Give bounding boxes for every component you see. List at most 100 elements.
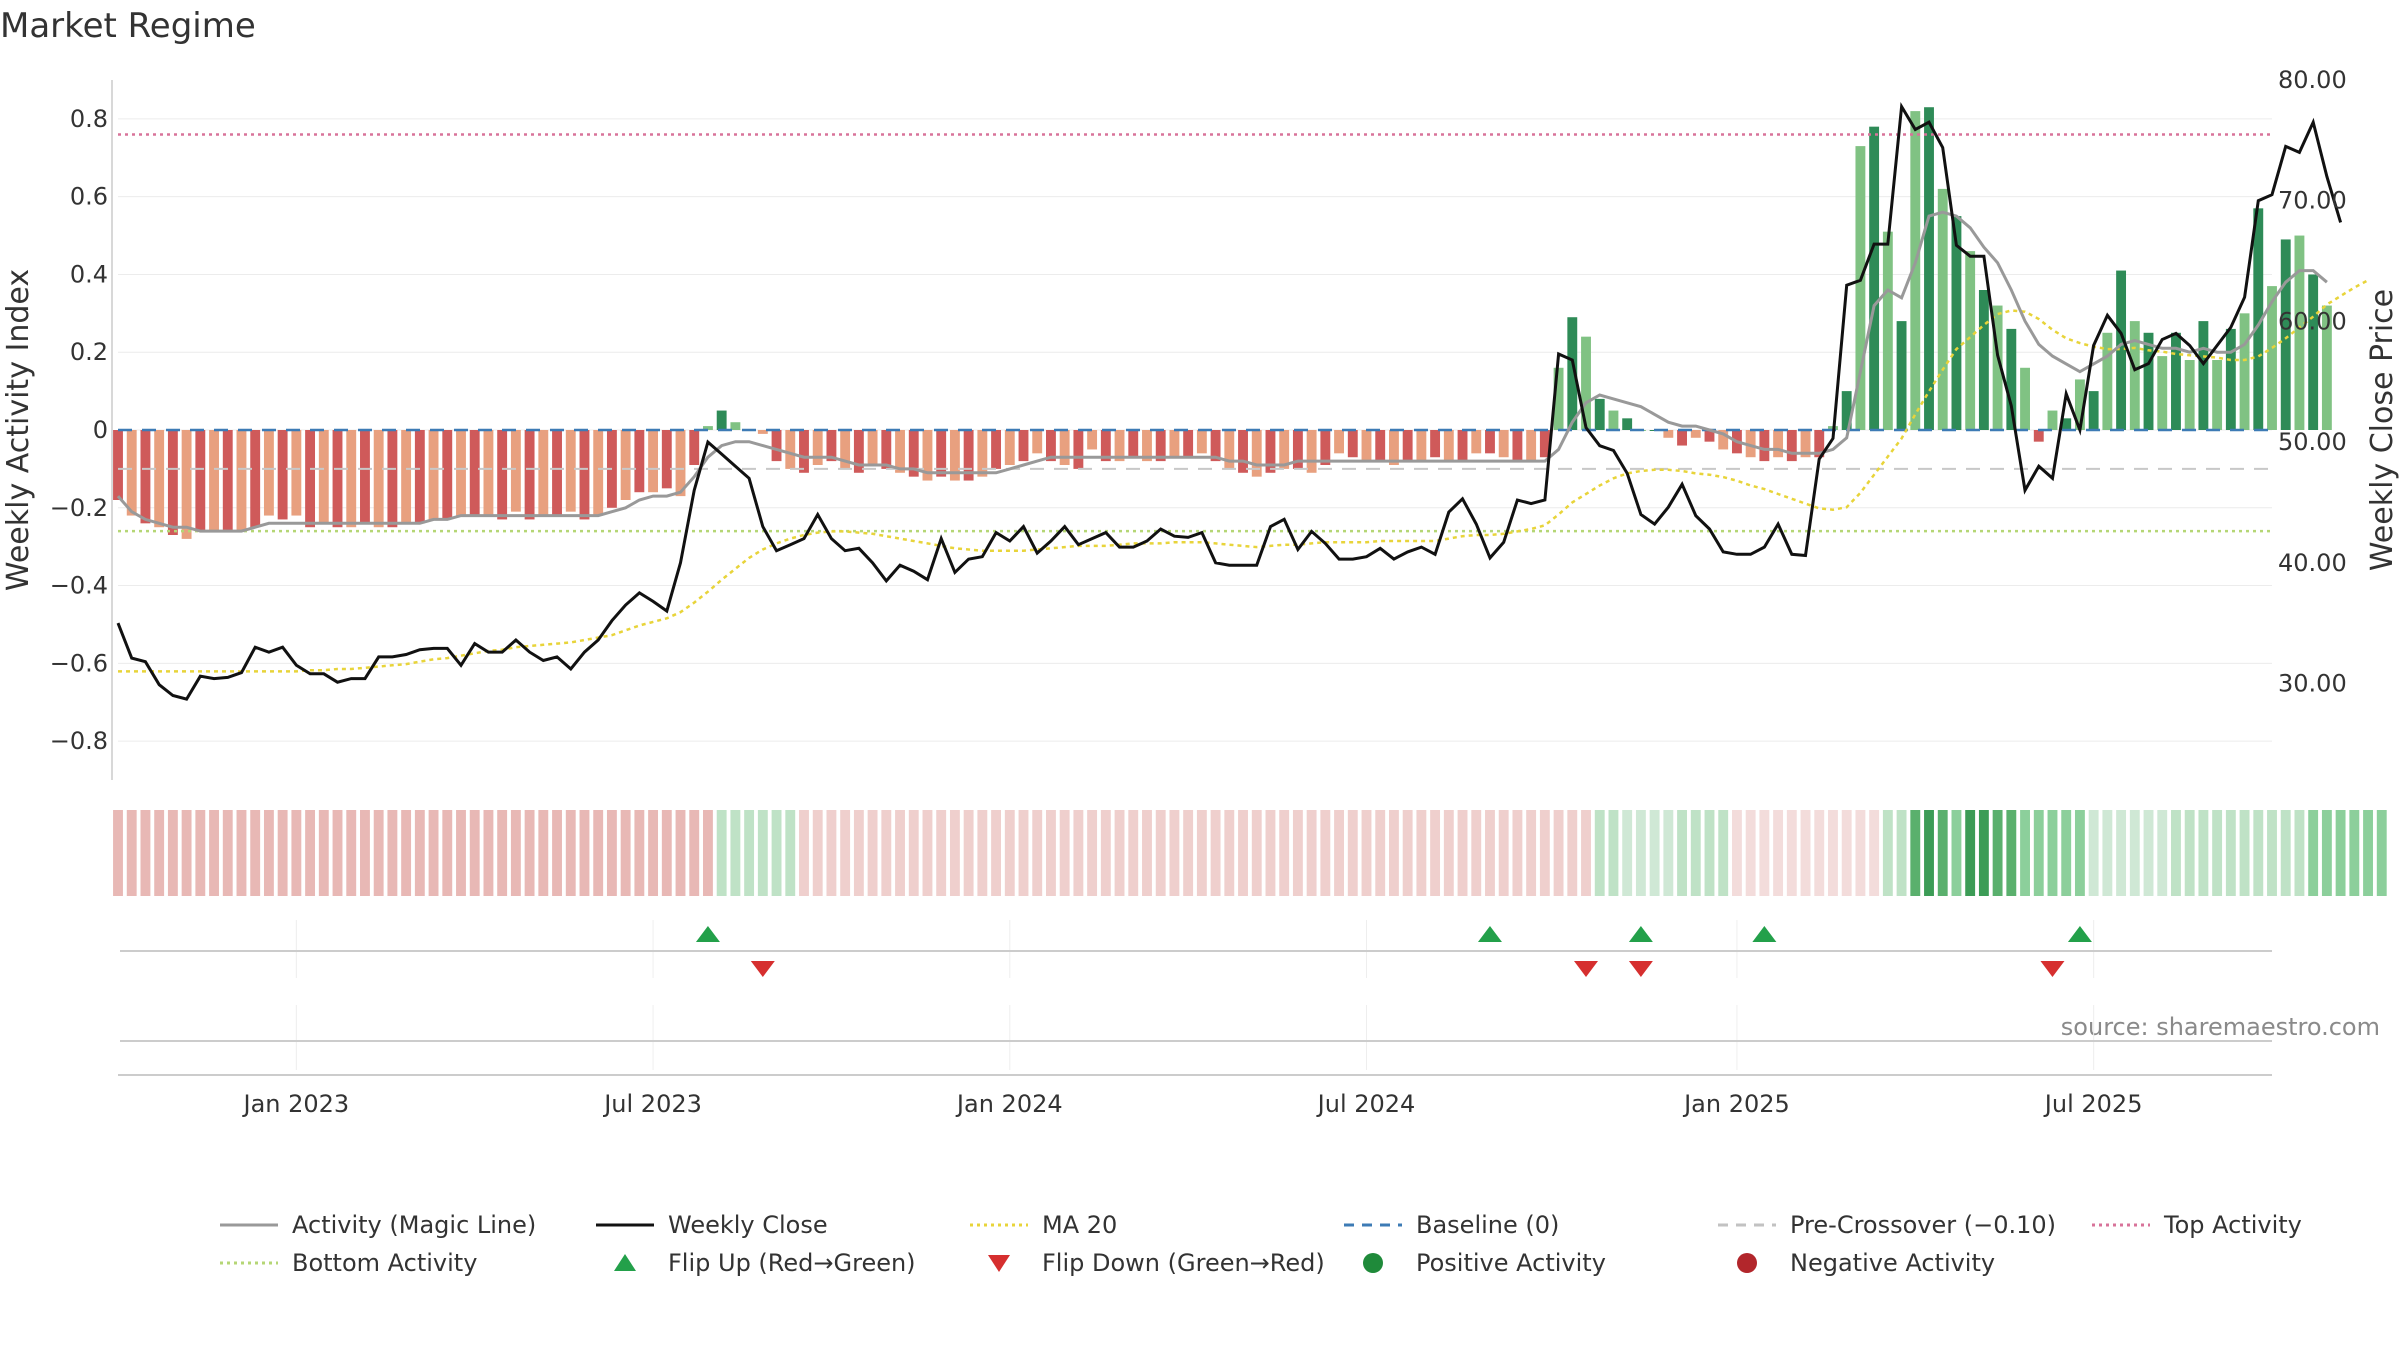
- regime-cell: [236, 810, 247, 896]
- activity-bar: [360, 430, 370, 524]
- activity-bar: [1677, 430, 1687, 446]
- regime-cell: [1265, 810, 1276, 896]
- activity-bar: [648, 430, 659, 493]
- regime-cell: [2321, 810, 2332, 896]
- legend-item: Weekly Close: [596, 1211, 828, 1239]
- activity-bar: [154, 430, 165, 528]
- activity-bar: [812, 430, 823, 465]
- regime-cell: [744, 810, 755, 896]
- activity-bar: [1059, 430, 1070, 465]
- x-tick-label: Jul 2024: [1316, 1090, 1416, 1118]
- legend-label: Negative Activity: [1790, 1249, 1995, 1277]
- activity-bar: [167, 430, 178, 535]
- activity-bar: [2280, 239, 2291, 430]
- activity-bar: [1869, 126, 1880, 431]
- regime-cell: [593, 810, 604, 896]
- regime-cell: [401, 810, 412, 896]
- activity-bar: [181, 430, 192, 539]
- regime-cell: [1402, 810, 1413, 896]
- regime-cell: [113, 810, 123, 896]
- series-lines: [116, 101, 2369, 701]
- activity-bar: [1882, 231, 1893, 430]
- regime-cell: [881, 810, 892, 896]
- regime-cell: [1855, 810, 1866, 896]
- activity-bar: [703, 426, 713, 430]
- regime-cell: [497, 810, 508, 896]
- activity-bar: [497, 430, 508, 520]
- x-tick-label: Jul 2025: [2043, 1090, 2143, 1118]
- regime-cell: [2171, 810, 2181, 896]
- activity-bar: [991, 430, 1002, 469]
- regime-cell: [1347, 810, 1358, 896]
- activity-bar: [195, 430, 206, 532]
- activity-bar: [1361, 430, 1372, 462]
- regime-cell: [1635, 810, 1646, 896]
- regime-cell: [703, 810, 713, 896]
- regime-cell: [2006, 810, 2017, 896]
- regime-cell: [1004, 810, 1015, 896]
- regime-cell: [2239, 810, 2250, 896]
- activity-bar: [1471, 430, 1482, 454]
- regime-cell: [154, 810, 165, 896]
- activity-bar: [1594, 398, 1605, 430]
- regime-cell: [1018, 810, 1029, 896]
- legend-swatch: [614, 1254, 636, 1271]
- activity-bar: [1402, 430, 1413, 462]
- regime-cell: [2033, 810, 2044, 896]
- activity-bar: [1608, 410, 1619, 430]
- regime-cell: [2376, 810, 2387, 896]
- legend-item: Negative Activity: [1737, 1249, 1995, 1277]
- activity-bar: [949, 430, 960, 481]
- activity-bar: [1443, 430, 1454, 462]
- activity-bar: [1073, 430, 1084, 469]
- activity-bar: [2225, 328, 2236, 430]
- weekly-close-line: [116, 101, 2343, 701]
- right-tick-label: 50.00: [2278, 428, 2347, 456]
- regime-cell: [1924, 810, 1934, 896]
- regime-cell: [2020, 810, 2030, 896]
- regime-cell: [1622, 810, 1633, 896]
- legend-item: Flip Up (Red→Green): [614, 1249, 916, 1277]
- regime-cell: [1430, 810, 1441, 896]
- left-tick-label: 0.4: [70, 260, 108, 288]
- activity-bar: [387, 430, 398, 528]
- activity-bar: [1292, 430, 1303, 469]
- regime-cell: [1581, 810, 1591, 896]
- activity-bar: [1759, 430, 1770, 462]
- regime-cell: [1951, 810, 1962, 896]
- activity-bar: [524, 430, 535, 520]
- activity-bar: [1622, 418, 1633, 430]
- regime-cell: [1896, 810, 1907, 896]
- regime-cell: [1032, 810, 1043, 896]
- activity-bar: [2198, 321, 2209, 430]
- legend-label: Top Activity: [2163, 1211, 2302, 1239]
- activity-bar: [799, 430, 809, 473]
- regime-cell: [730, 810, 741, 896]
- regime-cell: [2294, 810, 2305, 896]
- regime-cell: [140, 810, 151, 896]
- activity-bar: [2308, 274, 2319, 430]
- activity-bar: [414, 430, 425, 524]
- regime-cell: [1814, 810, 1825, 896]
- regime-cell: [1155, 810, 1166, 896]
- activity-bar: [1690, 430, 1701, 438]
- legend-label: Baseline (0): [1416, 1211, 1559, 1239]
- activity-bar: [689, 430, 700, 465]
- regime-cell: [1210, 810, 1221, 896]
- activity-bar: [1924, 107, 1934, 430]
- activity-bar: [2074, 379, 2085, 430]
- activity-bar: [1841, 391, 1852, 430]
- magic-line: [116, 210, 2328, 533]
- regime-cell: [1334, 810, 1344, 896]
- activity-bar: [1347, 430, 1358, 458]
- activity-bar: [140, 430, 151, 524]
- regime-cell: [469, 810, 480, 896]
- regime-cell: [2363, 810, 2373, 896]
- regime-cell: [2129, 810, 2140, 896]
- regime-cell: [661, 810, 672, 896]
- regime-cell: [2280, 810, 2291, 896]
- regime-cell: [373, 810, 384, 896]
- activity-bar: [840, 430, 851, 469]
- activity-bar: [2102, 332, 2113, 430]
- right-axis-title: Weekly Close Price: [2365, 289, 2400, 571]
